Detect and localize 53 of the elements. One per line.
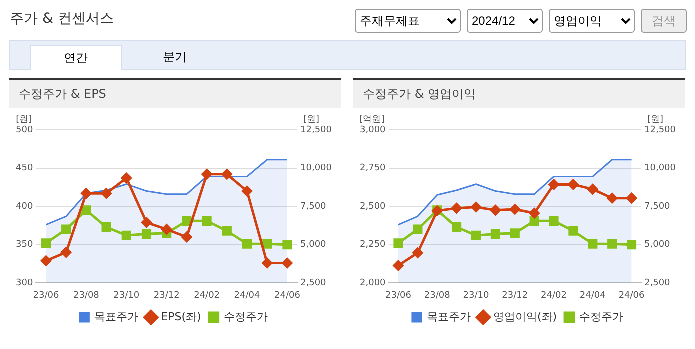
chart-title: 수정주가 & 영업이익 [353,80,685,108]
x-tick-label: 24/06 [274,290,301,301]
chart-title: 수정주가 & EPS [9,80,341,108]
y-tick-label: 2,750 [360,164,386,174]
y-tick-label: 400 [16,202,34,212]
y-tick-label: 2,500 [360,202,386,212]
y2-tick-label: 2,500 [300,278,327,289]
x-tick-label: 23/12 [502,290,528,301]
text: 주가 & 컨센서스 [10,10,114,28]
x-tick-label: 24/06 [618,290,646,301]
y2-tick-label: 5,000 [300,240,327,250]
legend-label: 목표주가 [426,310,471,324]
x-tick-label: 24/02 [194,290,220,301]
y2-tick-label: 10,000 [300,164,332,174]
text: 2024/12 [467,9,543,33]
y-tick-label: 2,250 [360,240,386,250]
legend-label: 목표주가 [94,310,139,324]
x-tick-label: 23/10 [114,290,140,301]
y2-tick-label: 12,500 [300,125,332,136]
x-tick-label: 23/08 [73,290,100,301]
x-tick-label: 23/08 [424,290,451,301]
y-axis-title: [억원] [360,114,385,125]
text: 분기 [162,49,188,66]
y-tick-label: 450 [16,164,34,174]
y2-tick-label: 10,000 [644,164,676,174]
text: 검색 [641,9,687,33]
y2-tick-label: 12,500 [644,125,676,136]
y-tick-label: 2,000 [360,278,386,289]
y2-tick-label: 7,500 [300,202,327,212]
legend-label: EPS(좌) [161,310,202,324]
text: 영업이익 [549,9,635,33]
text: 주재무제표 [355,9,461,33]
x-tick-label: 23/12 [154,290,180,301]
y2-tick-label: 5,000 [644,240,671,250]
legend-label: 영업이익(좌) [493,310,558,324]
text: 연간 [30,45,122,70]
x-tick-label: 23/06 [386,290,412,301]
x-tick-label: 24/04 [234,290,260,301]
y2-axis-title: [원] [304,114,320,125]
y-tick-label: 500 [16,125,34,136]
x-tick-label: 23/10 [463,290,490,301]
y-tick-label: 3,000 [360,125,386,136]
y-tick-label: 350 [16,240,34,250]
legend-label: 수정주가 [580,310,624,324]
y2-tick-label: 7,500 [644,202,671,212]
y2-tick-label: 2,500 [644,278,671,289]
y2-axis-title: [원] [648,114,664,125]
y-tick-label: 300 [16,278,34,289]
x-tick-label: 24/04 [580,290,606,301]
x-tick-label: 23/06 [33,290,60,301]
legend-label: 수정주가 [224,310,268,324]
y-axis-title: [원] [16,114,32,125]
x-tick-label: 24/02 [541,290,567,301]
